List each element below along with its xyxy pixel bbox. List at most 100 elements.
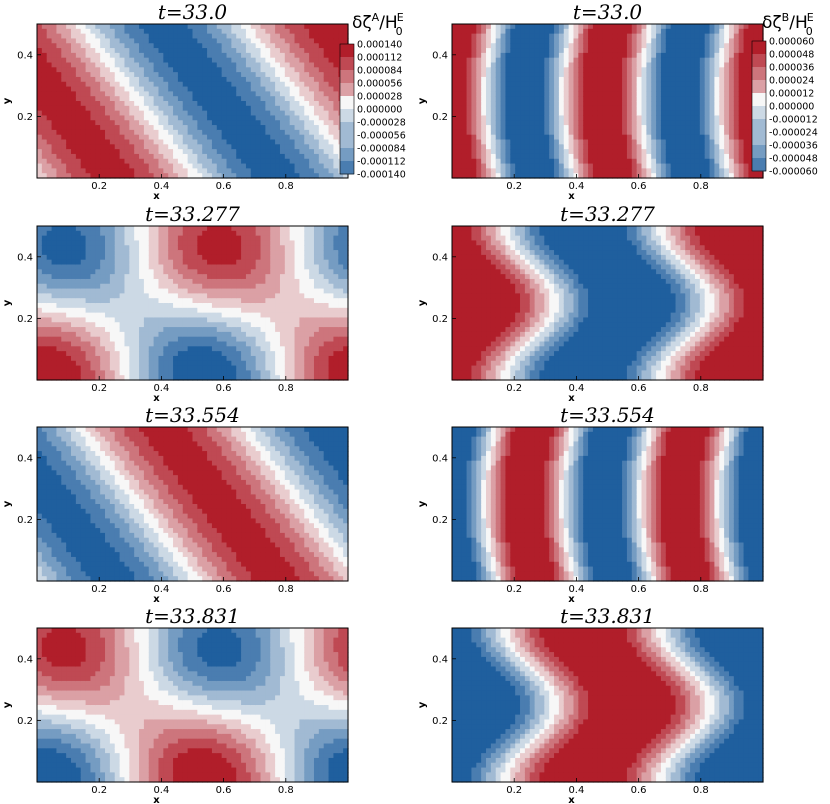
contour-cell — [236, 120, 241, 125]
contour-cell — [685, 106, 690, 111]
contour-cell — [573, 38, 578, 43]
contour-cell — [612, 115, 617, 120]
contour-cell — [149, 43, 154, 48]
contour-cell — [86, 168, 91, 173]
contour-cell — [583, 43, 588, 48]
contour-cell — [52, 313, 57, 318]
contour-cell — [173, 115, 178, 120]
contour-cell — [530, 154, 535, 159]
contour-cell — [744, 101, 749, 106]
contour-cell — [505, 111, 510, 116]
contour-cell — [680, 38, 685, 43]
contour-cell — [270, 111, 275, 116]
contour-cell — [705, 111, 710, 116]
contour-cell — [207, 63, 212, 68]
contour-cell — [646, 125, 651, 130]
contour-cell — [622, 120, 627, 125]
contour-cell — [714, 48, 719, 53]
contour-cell — [163, 48, 168, 53]
contour-cell — [642, 144, 647, 149]
contour-cell — [676, 67, 681, 72]
contour-cell — [236, 43, 241, 48]
contour-cell — [144, 245, 149, 250]
contour-cell — [598, 77, 603, 82]
contour-cell — [319, 96, 324, 101]
contour-cell — [202, 125, 207, 130]
contour-cell — [66, 265, 71, 270]
contour-cell — [246, 130, 251, 135]
contour-cell — [617, 144, 622, 149]
contour-cell — [56, 356, 61, 361]
contour-cell — [47, 250, 52, 255]
contour-cell — [617, 159, 622, 164]
contour-cell — [100, 106, 105, 111]
contour-cell — [42, 293, 47, 298]
contour-cell — [603, 159, 608, 164]
contour-cell — [501, 91, 506, 96]
contour-cell — [569, 38, 574, 43]
contour-cell — [124, 164, 129, 169]
contour-cell — [486, 82, 491, 87]
contour-cell — [173, 154, 178, 159]
contour-cell — [37, 72, 42, 77]
contour-cell — [217, 34, 222, 39]
contour-cell — [86, 48, 91, 53]
contour-cell — [149, 255, 154, 260]
contour-cell — [149, 72, 154, 77]
contour-cell — [227, 38, 232, 43]
contour-cell — [115, 168, 120, 173]
contour-cell — [481, 149, 486, 154]
contour-cell — [324, 43, 329, 48]
contour-cell — [700, 77, 705, 82]
contour-cell — [299, 154, 304, 159]
contour-cell — [139, 34, 144, 39]
contour-cell — [295, 96, 300, 101]
contour-cell — [270, 24, 275, 29]
contour-cell — [554, 48, 559, 53]
contour-cell — [539, 24, 544, 29]
contour-cell — [42, 154, 47, 159]
contour-cell — [139, 337, 144, 342]
contour-cell — [491, 77, 496, 82]
contour-cell — [525, 115, 530, 120]
contour-cell — [163, 284, 168, 289]
contour-cell — [154, 135, 159, 140]
contour-cell — [491, 72, 496, 77]
contour-cell — [149, 226, 154, 231]
contour-cell — [676, 154, 681, 159]
contour-cell — [207, 87, 212, 92]
contour-cell — [549, 29, 554, 34]
contour-cell — [452, 164, 457, 169]
contour-cell — [134, 120, 139, 125]
contour-cell — [110, 322, 115, 327]
contour-cell — [37, 24, 42, 29]
contour-cell — [95, 130, 100, 135]
contour-cell — [471, 101, 476, 106]
contour-cell — [671, 43, 676, 48]
contour-cell — [554, 29, 559, 34]
contour-cell — [729, 130, 734, 135]
contour-cell — [134, 269, 139, 274]
contour-cell — [241, 38, 246, 43]
contour-cell — [246, 135, 251, 140]
contour-cell — [290, 120, 295, 125]
contour-cell — [622, 29, 627, 34]
contour-cell — [227, 164, 232, 169]
contour-cell — [144, 144, 149, 149]
contour-cell — [173, 144, 178, 149]
contour-cell — [76, 77, 81, 82]
contour-cell — [719, 149, 724, 154]
contour-cell — [280, 159, 285, 164]
contour-cell — [149, 168, 154, 173]
contour-cell — [134, 255, 139, 260]
contour-cell — [486, 125, 491, 130]
contour-cell — [700, 63, 705, 68]
contour-cell — [554, 154, 559, 159]
contour-cell — [158, 289, 163, 294]
contour-cell — [61, 82, 66, 87]
contour-cell — [61, 245, 66, 250]
contour-cell — [661, 101, 666, 106]
contour-cell — [100, 298, 105, 303]
contour-cell — [739, 106, 744, 111]
contour-cell — [491, 115, 496, 120]
